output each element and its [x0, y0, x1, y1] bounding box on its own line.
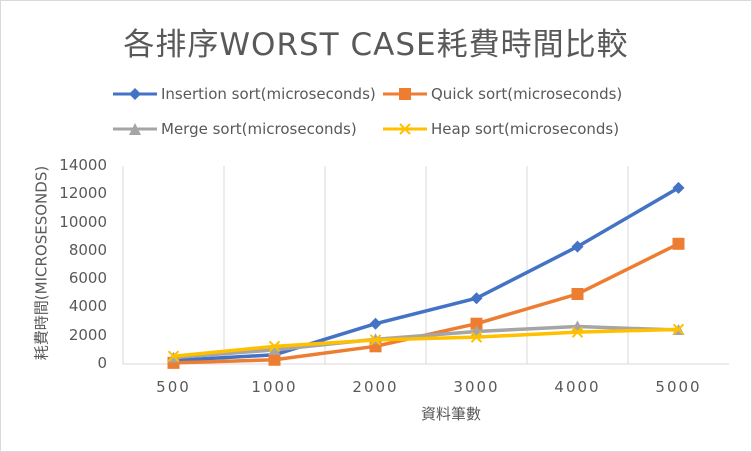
chart-title: 各排序WORST CASE耗費時間比較: [123, 27, 629, 63]
series-line-3: [171, 327, 681, 358]
series-line-2: [171, 324, 681, 360]
y-tick-label: 8000: [68, 240, 107, 259]
y-tick-label: 10000: [59, 212, 107, 231]
data-point-x: [167, 350, 180, 362]
data-point-square: [571, 287, 584, 300]
legend-item-quick: Quick sort(microseconds): [383, 85, 622, 103]
data-point-square: [672, 237, 685, 250]
data-point-x: [369, 334, 382, 346]
legend-item-merge: Merge sort(microseconds): [113, 120, 357, 138]
data-point-triangle: [268, 343, 281, 355]
y-tick-label: 14000: [59, 156, 107, 174]
x-tick-label: 3000: [453, 378, 500, 396]
legend-swatch-quick: [383, 88, 427, 100]
y-tick-label: 2000: [68, 325, 107, 344]
data-point-diamond: [470, 292, 483, 305]
legend-swatch-insertion: [113, 88, 157, 100]
legend-label-heap: Heap sort(microseconds): [431, 120, 620, 138]
data-point-diamond: [571, 240, 584, 253]
x-tick-label: 1000: [251, 378, 298, 396]
x-tick-label: 500: [156, 378, 191, 396]
y-tick-label: 4000: [68, 297, 107, 316]
x-tick-label: 2000: [352, 378, 399, 396]
data-point-x: [268, 340, 281, 353]
y-tick-label: 6000: [68, 269, 107, 288]
legend-item-heap: Heap sort(microseconds): [383, 120, 619, 138]
legend-item-insertion: Insertion sort(microseconds): [113, 85, 376, 103]
legend-label-quick: Quick sort(microseconds): [431, 85, 623, 103]
legend-label-insertion: Insertion sort(microseconds): [161, 85, 376, 103]
x-axis-label: 資料筆數: [420, 405, 481, 423]
legend-swatch-merge: [113, 123, 157, 135]
x-tick-label: 5000: [655, 378, 702, 396]
data-point-square: [470, 317, 483, 330]
y-tick-label: 12000: [59, 184, 107, 203]
legend-label-merge: Merge sort(microseconds): [161, 120, 357, 138]
y-tick-label: 0: [97, 354, 107, 372]
series-line-0: [171, 186, 681, 363]
legend-swatch-heap: [383, 123, 427, 135]
data-point-x: [672, 323, 685, 336]
x-tick-label: 4000: [554, 378, 601, 396]
data-point-diamond: [369, 317, 382, 330]
data-point-square: [268, 353, 281, 366]
data-point-x: [470, 331, 483, 343]
data-point-diamond: [672, 181, 685, 194]
data-point-x: [571, 326, 584, 338]
